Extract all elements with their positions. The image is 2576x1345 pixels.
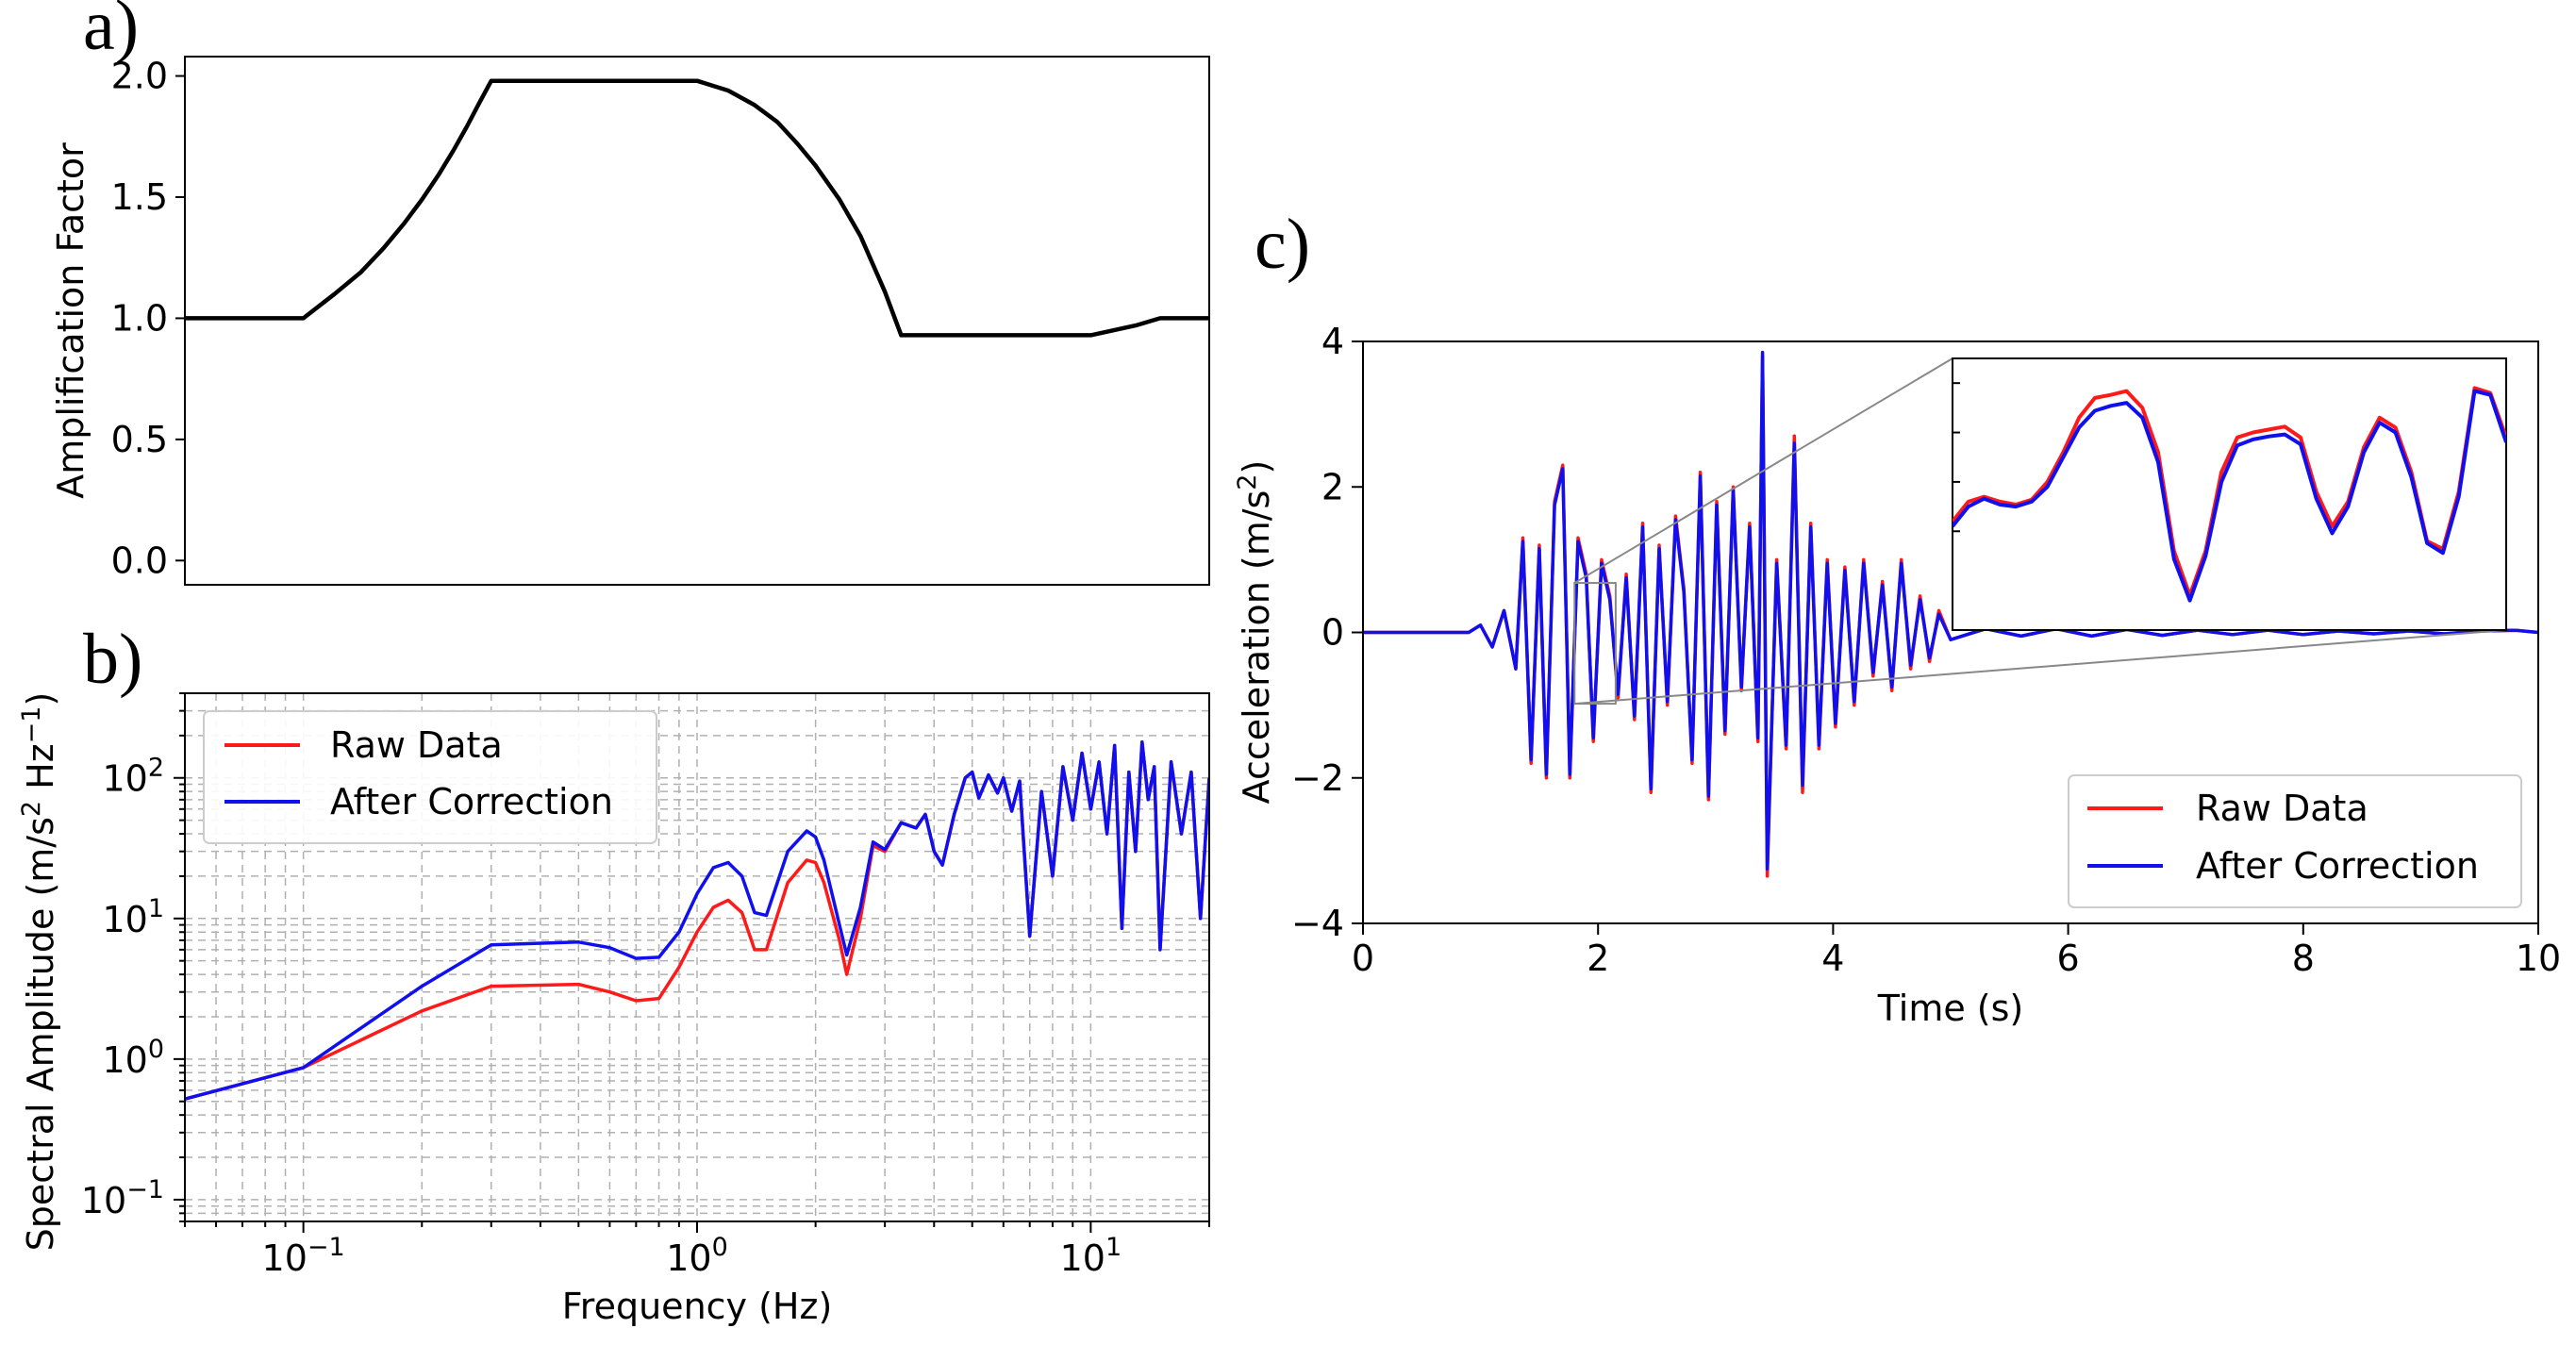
b-xtick-label: 100 <box>666 1233 728 1279</box>
b-ytick-label: 10−1 <box>81 1175 164 1221</box>
panel-c-frame <box>1362 340 2539 924</box>
legend-b-corrected-label: After Correction <box>330 781 613 822</box>
panel-b-spectrum: 10−1 100 101 10−1 100 101 102 Frequency (Hz) S… <box>17 692 1210 1327</box>
legend-c-raw-label: Raw Data <box>2196 788 2368 829</box>
a-ytick-label: 0.5 <box>111 419 168 460</box>
panel-a-amplification: 0.0 0.5 1.0 1.5 2.0 Amplification Factor <box>50 56 1210 586</box>
inset-after-correction-line <box>1953 389 2506 603</box>
c-xtick-label: 0 <box>1352 938 1374 979</box>
b-ytick-label: 100 <box>102 1035 164 1081</box>
panel-label-b: b) <box>83 620 142 699</box>
panel-a-ylabel: Amplification Factor <box>50 142 91 499</box>
c-after-correction-line <box>1363 350 2538 871</box>
c-ytick-label: 0 <box>1321 612 1344 654</box>
a-ytick-label: 1.5 <box>111 176 168 218</box>
a-ytick-label: 1.0 <box>111 297 168 339</box>
zoom-connector-top <box>1573 357 1953 584</box>
panel-b-legend: Raw Data After Correction <box>203 710 657 844</box>
panel-c-legend: Raw Data After Correction <box>2068 774 2522 908</box>
panel-b-ylabel: Spectral Amplitude (m/s2 Hz−1) <box>17 692 61 1252</box>
c-xtick-label: 6 <box>2057 938 2080 979</box>
panel-label-a: a) <box>83 0 139 65</box>
c-ytick-label: −2 <box>1291 757 1344 799</box>
a-ytick-label: 2.0 <box>111 56 168 97</box>
zoom-connector-bottom <box>1574 629 2507 706</box>
zoom-region-box <box>1573 582 1617 706</box>
panel-c-xlabel: Time (s) <box>1877 988 2024 1029</box>
b-after-correction-line <box>185 739 1209 1101</box>
panel-c-acceleration: 0 2 4 6 8 10 −4 −2 0 2 4 Time (s) Acceleration (m/… <box>1233 321 2561 1029</box>
panel-b-frame <box>184 692 1210 1222</box>
panel-c-ylabel: Acceleration (m/s2) <box>1233 460 1277 805</box>
c-xtick-label: 2 <box>1587 938 1609 979</box>
c-xtick-label: 4 <box>1821 938 1844 979</box>
panel-label-c: c) <box>1255 205 1310 284</box>
b-xtick-label: 101 <box>1060 1233 1122 1279</box>
panel-a-frame <box>184 56 1210 586</box>
a-amplification-line <box>185 78 1209 338</box>
legend-b-raw-label: Raw Data <box>330 724 503 766</box>
zoom-inset <box>1952 357 2507 631</box>
panel-b-xlabel: Frequency (Hz) <box>562 1286 833 1327</box>
c-ytick-label: 4 <box>1321 321 1344 362</box>
c-ytick-label: −4 <box>1291 903 1344 944</box>
b-ytick-label: 102 <box>102 754 164 800</box>
c-ytick-label: 2 <box>1321 466 1344 507</box>
b-xtick-label: 10−1 <box>262 1233 345 1279</box>
a-ytick-label: 0.0 <box>111 540 168 581</box>
c-xtick-label: 8 <box>2292 938 2315 979</box>
b-ytick-label: 101 <box>102 894 164 940</box>
legend-c-corrected-label: After Correction <box>2196 845 2479 887</box>
c-xtick-label: 10 <box>2516 938 2561 979</box>
